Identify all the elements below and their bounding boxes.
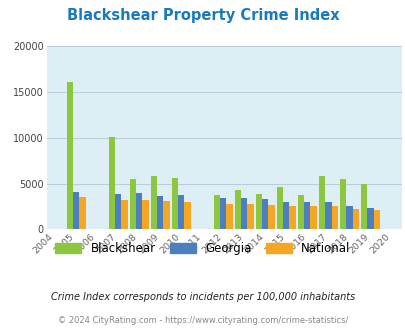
Bar <box>345 207 352 229</box>
Bar <box>360 184 367 229</box>
Bar <box>66 82 73 229</box>
Bar <box>352 209 358 229</box>
Legend: Blackshear, Georgia, National: Blackshear, Georgia, National <box>51 237 354 260</box>
Bar <box>109 137 115 229</box>
Bar <box>324 202 331 229</box>
Bar <box>367 208 373 229</box>
Bar <box>234 190 241 229</box>
Bar <box>184 202 190 229</box>
Bar <box>73 192 79 229</box>
Bar <box>121 200 127 229</box>
Bar <box>310 207 316 229</box>
Text: © 2024 CityRating.com - https://www.cityrating.com/crime-statistics/: © 2024 CityRating.com - https://www.city… <box>58 316 347 325</box>
Bar <box>373 210 379 229</box>
Bar <box>163 201 169 229</box>
Bar <box>318 176 324 229</box>
Bar <box>220 198 226 229</box>
Bar <box>303 202 310 229</box>
Bar <box>241 198 247 229</box>
Bar <box>142 200 148 229</box>
Bar <box>282 202 289 229</box>
Bar <box>276 187 282 229</box>
Bar <box>79 197 85 229</box>
Bar <box>178 195 184 229</box>
Bar <box>115 194 121 229</box>
Bar <box>136 193 142 229</box>
Bar <box>157 196 163 229</box>
Bar <box>247 204 253 229</box>
Bar <box>255 194 262 229</box>
Bar <box>339 179 345 229</box>
Bar <box>268 205 274 229</box>
Bar <box>226 204 232 229</box>
Bar <box>289 206 295 229</box>
Bar <box>150 176 157 229</box>
Text: Blackshear Property Crime Index: Blackshear Property Crime Index <box>66 8 339 23</box>
Bar <box>262 199 268 229</box>
Bar <box>130 179 136 229</box>
Bar <box>331 207 337 229</box>
Bar <box>213 195 220 229</box>
Text: Crime Index corresponds to incidents per 100,000 inhabitants: Crime Index corresponds to incidents per… <box>51 292 354 302</box>
Bar <box>297 195 303 229</box>
Bar <box>171 178 178 229</box>
